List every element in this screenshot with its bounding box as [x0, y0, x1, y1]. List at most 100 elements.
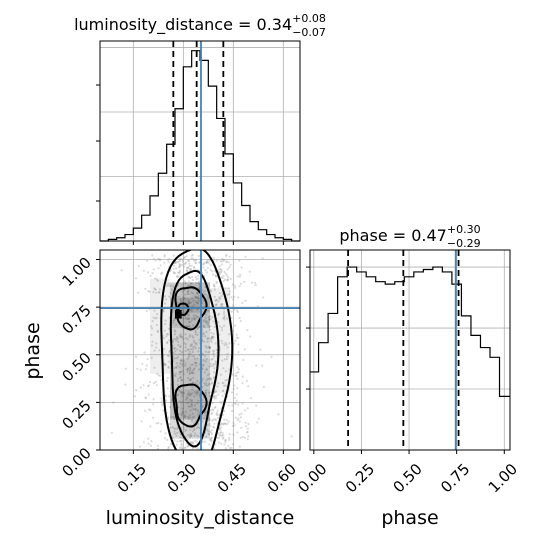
scatter-point	[187, 299, 190, 302]
scatter-point	[172, 357, 175, 360]
scatter-point	[189, 301, 192, 304]
contour-inner-lower	[174, 383, 208, 428]
scatter-point	[183, 414, 187, 417]
scatter-point	[150, 327, 154, 330]
scatter-point	[185, 398, 188, 401]
scatter-point	[152, 268, 155, 271]
scatter-point	[186, 434, 189, 437]
scatter-point	[207, 321, 210, 324]
scatter-point	[191, 350, 194, 354]
scatter-point	[188, 317, 191, 320]
scatter-point	[192, 257, 195, 260]
scatter-point	[135, 389, 138, 392]
scatter-point	[223, 422, 226, 425]
phase-histogram	[310, 266, 510, 397]
scatter-point	[243, 280, 246, 283]
scatter-point	[180, 414, 183, 417]
scatter-point	[197, 390, 200, 393]
scatter-point	[212, 336, 215, 339]
scatter-point	[208, 372, 211, 376]
scatter-point	[165, 379, 169, 383]
scatter-point	[133, 395, 136, 398]
scatter-point	[224, 447, 227, 450]
scatter-point	[261, 364, 264, 367]
scatter-point	[152, 316, 155, 319]
scatter-point	[150, 333, 153, 336]
scatter-point	[178, 264, 182, 267]
scatter-point	[237, 403, 240, 406]
density-cell-9	[180, 312, 190, 329]
scatter-point	[185, 428, 188, 432]
scatter-point	[186, 338, 189, 341]
scatter-point	[234, 339, 237, 342]
scatter-point	[195, 343, 198, 346]
scatter-point	[153, 309, 156, 312]
scatter-point	[166, 377, 169, 380]
scatter-point	[195, 261, 198, 264]
scatter-point	[230, 296, 233, 299]
scatter-point	[216, 409, 219, 412]
density-cell-1	[180, 282, 190, 298]
scatter-point	[152, 291, 155, 294]
scatter-point	[182, 317, 185, 320]
phase-ticks	[306, 266, 505, 454]
scatter-point	[227, 444, 230, 447]
scatter-point	[176, 275, 179, 278]
scatter-point	[235, 399, 238, 402]
luminosity-distance-title: luminosity_distance = 0.34+0.08 −0.07	[74, 12, 326, 39]
scatter-point	[154, 317, 157, 320]
scatter-point	[225, 379, 228, 382]
scatter-point	[188, 325, 191, 328]
scatter-point	[204, 383, 207, 387]
scatter-point	[237, 296, 240, 299]
scatter-point	[191, 335, 194, 338]
scatter-point	[150, 356, 153, 359]
scatter-point	[225, 260, 228, 263]
scatter-point	[239, 282, 242, 285]
scatter-point	[194, 296, 197, 299]
scatter-point	[184, 282, 187, 285]
scatter-point	[159, 264, 162, 267]
scatter-point	[157, 447, 160, 450]
scatter-point	[188, 369, 191, 373]
density-cell-16	[170, 358, 180, 390]
scatter-point	[150, 440, 153, 443]
scatter-point	[182, 297, 185, 300]
scatter-point	[219, 433, 222, 436]
scatter-point	[196, 292, 199, 295]
scatter-point	[197, 447, 200, 450]
scatter-point	[192, 324, 195, 327]
scatter-point	[195, 393, 198, 396]
scatter-point	[191, 418, 194, 421]
scatter-point	[214, 274, 217, 277]
scatter-point	[225, 317, 229, 320]
scatter-point	[192, 368, 196, 371]
scatter-point	[195, 278, 198, 281]
scatter-point	[233, 402, 236, 405]
scatter-point	[197, 294, 200, 297]
scatter-point	[210, 431, 213, 434]
scatter-point	[208, 443, 211, 446]
scatter-point	[173, 337, 177, 341]
scatter-point	[177, 377, 180, 380]
scatter-point	[211, 350, 215, 353]
scatter-point	[145, 309, 148, 313]
scatter-point	[179, 370, 182, 373]
scatter-point	[209, 317, 212, 320]
scatter-point	[204, 313, 208, 316]
scatter-point	[226, 355, 229, 358]
scatter-point	[203, 318, 206, 322]
scatter-point	[238, 413, 241, 416]
scatter-point	[203, 371, 206, 374]
scatter-point	[204, 293, 208, 296]
scatter-point	[204, 389, 207, 392]
scatter-point	[178, 446, 181, 450]
scatter-point	[202, 266, 205, 269]
scatter-point	[192, 299, 195, 302]
scatter-point	[190, 264, 193, 267]
scatter-point	[247, 422, 250, 426]
contour-core-upper	[177, 302, 190, 317]
density-cell-6	[190, 297, 200, 313]
scatter-point	[174, 262, 177, 265]
